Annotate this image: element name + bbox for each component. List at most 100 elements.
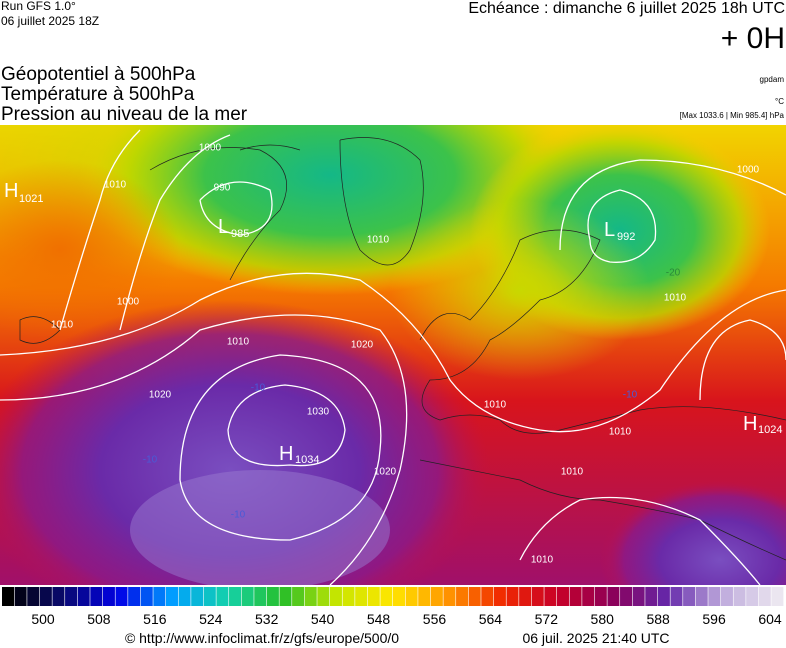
colorbar-label: 604 [758,611,782,627]
colorbar-swatch [418,587,431,606]
isobar-label: 1010 [367,235,390,246]
colorbar-swatch [266,587,279,606]
colorbar-swatch [39,587,52,606]
colorbar-swatch [52,587,65,606]
colorbar-swatch [468,587,481,606]
isobar-label: 1030 [307,407,330,418]
colorbar-swatch [657,587,670,606]
temperature-label: -10 [231,510,246,521]
colorbar-swatch [165,587,178,606]
isobar [587,189,657,263]
colorbar-label: 588 [646,611,670,627]
colorbar-swatch [607,587,620,606]
colorbar-labels: 500 508 516 524 532 540 548 556 564 572 580 588 596 6… [31,611,782,627]
colorbar-swatch [329,587,342,606]
colorbar [2,587,784,606]
pressure-center-letter: H [4,180,18,202]
footer-source: © http://www.infoclimat.fr/z/gfs/europe/… [125,630,399,646]
isobar [59,129,141,331]
isobar-label: 1020 [351,340,374,351]
pressure-center-letter: L [604,219,615,241]
colorbar-swatch [229,587,242,606]
isobar-label: 1020 [374,467,397,478]
isobar [119,134,231,331]
pressure-center-letter: H [279,443,293,465]
isobar [0,314,408,585]
colorbar-swatch [405,587,418,606]
colorbar-label: 532 [255,611,279,627]
isobar-label: 1010 [227,337,250,348]
colorbar-swatch [771,587,784,606]
colorbar-label: 596 [702,611,726,627]
colorbar-label: 564 [479,611,503,627]
isobar-label: 1000 [737,165,760,176]
colorbar-swatch [519,587,532,606]
temperature-label: -10 [623,390,638,401]
colorbar-swatch [304,587,317,606]
colorbar-label: 508 [87,611,111,627]
colorbar-swatch [594,587,607,606]
field [600,480,786,585]
pressure-center-letter: L [218,216,229,238]
isobar [0,272,786,433]
colorbar-swatch [506,587,519,606]
colorbar-label: 540 [311,611,335,627]
colorbar-swatch [493,587,506,606]
colorbar-swatch [544,587,557,606]
colorbar-label: 556 [423,611,447,627]
lead-time: + 0H [721,22,785,55]
isobar-label: 1000 [117,297,140,308]
colorbar-swatch [758,587,771,606]
isobar-label: 1000 [199,143,222,154]
colorbar-swatch [292,587,305,606]
colorbar-swatch [90,587,103,606]
field [390,200,650,380]
pressure-center-value: 1021 [19,193,43,205]
valid-time: Echéance : dimanche 6 juillet 2025 18h U… [468,0,785,17]
pressure-center-value: 992 [617,231,635,243]
colorbar-swatch [746,587,759,606]
colorbar-swatch [241,587,254,606]
colorbar-swatch [102,587,115,606]
unit-label: gpdam [760,75,785,84]
colorbar-swatch [367,587,380,606]
colorbar-swatch [342,587,355,606]
colorbar-label: 548 [367,611,391,627]
colorbar-swatch [582,587,595,606]
colorbar-swatch [443,587,456,606]
colorbar-label: 572 [535,611,559,627]
field [130,470,390,585]
pressure-center-value: 1034 [295,454,319,466]
colorbar-swatch [708,587,721,606]
colorbar-swatch [645,587,658,606]
coastline [19,137,786,561]
isobar-label: 1010 [609,427,632,438]
colorbar-label: 500 [31,611,55,627]
layer-title: Température à 500hPa [1,84,195,105]
isobar-label: 1010 [531,555,554,566]
layer-title: Géopotentiel à 500hPa [1,64,196,85]
colorbar-swatch [481,587,494,606]
colorbar-swatch [153,587,166,606]
colorbar-swatch [216,587,229,606]
pressure-center-value: 1024 [758,424,782,436]
isobar [179,354,382,541]
field [0,160,180,340]
colorbar-swatch [254,587,267,606]
colorbar-swatch [380,587,393,606]
colorbar-swatch [2,587,15,606]
colorbar-swatch [128,587,141,606]
colorbar-swatch [695,587,708,606]
colorbar-swatch [317,587,330,606]
colorbar-swatch [140,587,153,606]
run-label: Run GFS 1.0° [1,0,76,13]
colorbar-swatch [178,587,191,606]
pressure-center-letter: H [743,413,757,435]
colorbar-swatch [430,587,443,606]
isobar-label: 1010 [51,320,74,331]
colorbar-swatch [720,587,733,606]
colorbar-swatch [115,587,128,606]
isobar-label: 990 [214,183,231,194]
temperature-label: -10 [143,455,158,466]
